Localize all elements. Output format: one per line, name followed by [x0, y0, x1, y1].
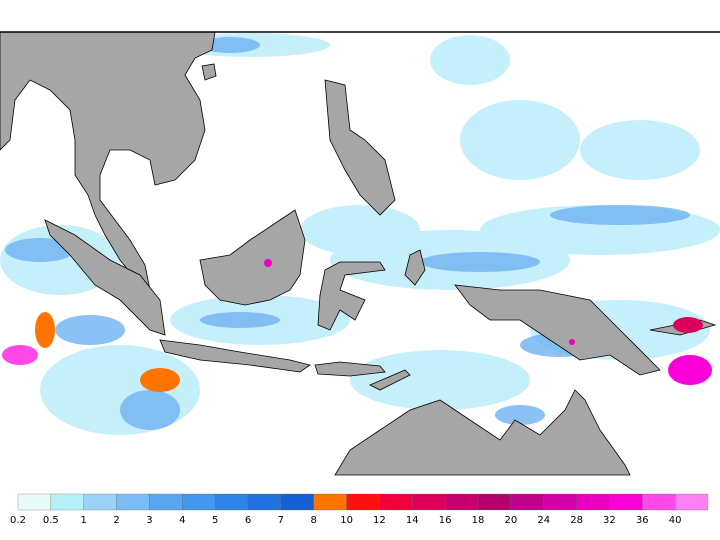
colorbar-swatch	[149, 493, 183, 511]
colorbar-swatch	[346, 493, 380, 511]
colorbar-label: 16	[439, 515, 452, 526]
colorbar-swatch	[543, 493, 577, 511]
colorbar-label: 1	[81, 515, 87, 526]
colorbar-swatch	[379, 493, 413, 511]
colorbar-label: 2	[113, 515, 119, 526]
colorbar-label: 10	[340, 515, 353, 526]
colorbar-label: 3	[146, 515, 152, 526]
colorbar-swatch	[510, 493, 544, 511]
colorbar-label: 18	[472, 515, 485, 526]
map	[0, 31, 720, 476]
colorbar-label: 0.5	[43, 515, 59, 526]
colorbar-swatch	[412, 493, 446, 511]
colorbar-swatch	[576, 493, 610, 511]
colorbar-label: 12	[373, 515, 386, 526]
colorbar: 0.2 0.5 1 2 3 4 5 6 7 8 10 12 14 16 18 20 24 28 32 36 40	[10, 493, 709, 526]
colorbar-label: 5	[212, 515, 218, 526]
colorbar-label: 8	[311, 515, 317, 526]
colorbar-label: 14	[406, 515, 419, 526]
colorbar-swatch	[50, 493, 84, 511]
colorbar-label: 32	[603, 515, 616, 526]
colorbar-label: 24	[537, 515, 550, 526]
colorbar-swatch	[280, 493, 314, 511]
colorbar-swatch	[116, 493, 150, 511]
colorbar-swatch	[83, 493, 117, 511]
precip-light	[0, 33, 720, 435]
colorbar-swatch	[17, 493, 52, 511]
colorbar-swatch	[674, 493, 709, 511]
colorbar-label: 40	[669, 515, 682, 526]
colorbar-swatch	[313, 493, 347, 511]
colorbar-swatch	[477, 493, 512, 511]
colorbar-label: 36	[636, 515, 649, 526]
colorbar-label: 28	[570, 515, 583, 526]
colorbar-swatch	[182, 493, 216, 511]
colorbar-swatch	[247, 493, 282, 511]
colorbar-label: 20	[504, 515, 517, 526]
colorbar-swatch	[642, 493, 676, 511]
land	[0, 31, 717, 476]
colorbar-label: 7	[278, 515, 284, 526]
colorbar-label: 4	[179, 515, 185, 526]
precip-heavy	[2, 259, 712, 392]
colorbar-swatch	[214, 493, 249, 511]
colorbar-swatch	[609, 493, 643, 511]
colorbar-label: 6	[245, 515, 251, 526]
colorbar-label: 0.2	[10, 515, 26, 526]
colorbar-swatch	[444, 493, 479, 511]
